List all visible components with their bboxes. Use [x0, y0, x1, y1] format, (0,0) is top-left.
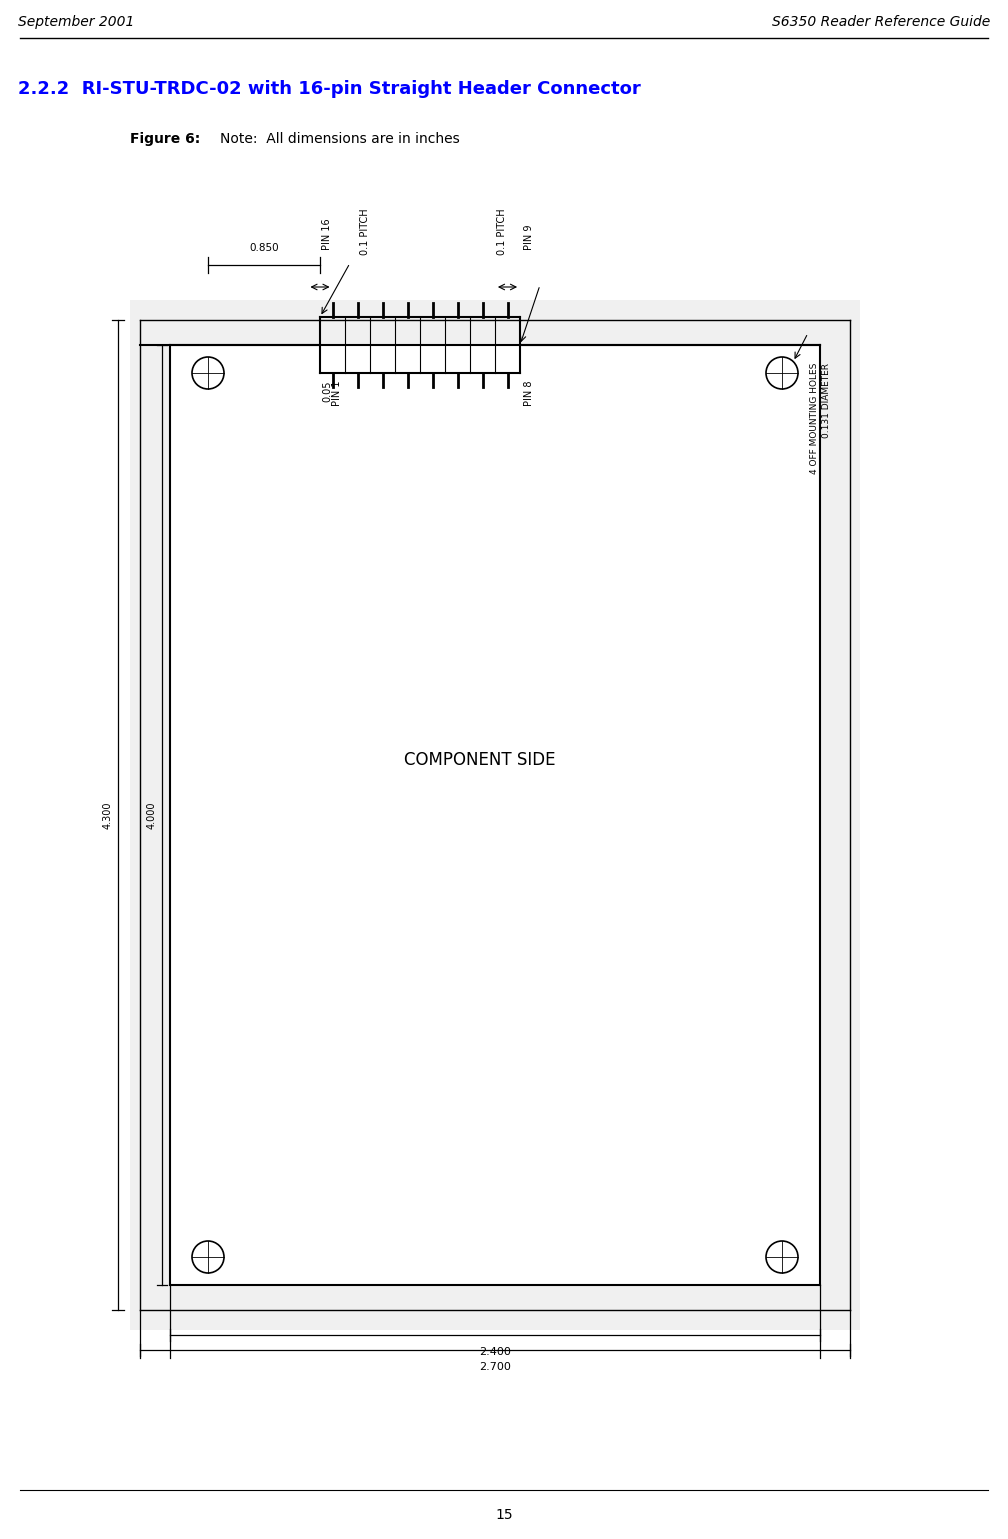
Text: Note:  All dimensions are in inches: Note: All dimensions are in inches [220, 132, 460, 146]
Text: 0.1 PITCH: 0.1 PITCH [497, 208, 507, 255]
Text: 2.2.2  RI-STU-TRDC-02 with 16-pin Straight Header Connector: 2.2.2 RI-STU-TRDC-02 with 16-pin Straigh… [18, 80, 641, 98]
Text: 2.400: 2.400 [479, 1347, 511, 1357]
Text: S6350 Reader Reference Guide: S6350 Reader Reference Guide [772, 15, 990, 29]
Text: 15: 15 [495, 1508, 513, 1522]
Text: COMPONENT SIDE: COMPONENT SIDE [404, 751, 555, 770]
Text: 4.300: 4.300 [103, 802, 113, 828]
Text: September 2001: September 2001 [18, 15, 134, 29]
Text: 0.131 DIAMETER: 0.131 DIAMETER [822, 363, 831, 439]
Text: 4.000: 4.000 [147, 802, 157, 828]
Text: 0.1 PITCH: 0.1 PITCH [360, 208, 370, 255]
Text: 4 OFF MOUNTING HOLES: 4 OFF MOUNTING HOLES [810, 363, 818, 474]
Text: 0.05: 0.05 [322, 382, 332, 403]
Text: 0.850: 0.850 [249, 243, 279, 252]
Text: PIN 1: PIN 1 [332, 382, 342, 406]
Text: PIN 9: PIN 9 [524, 225, 534, 249]
FancyBboxPatch shape [170, 345, 820, 1285]
FancyBboxPatch shape [130, 300, 860, 1330]
Text: PIN 8: PIN 8 [524, 382, 534, 406]
Text: Figure 6:: Figure 6: [130, 132, 201, 146]
Text: 2.700: 2.700 [479, 1362, 511, 1371]
Text: PIN 16: PIN 16 [322, 219, 332, 249]
